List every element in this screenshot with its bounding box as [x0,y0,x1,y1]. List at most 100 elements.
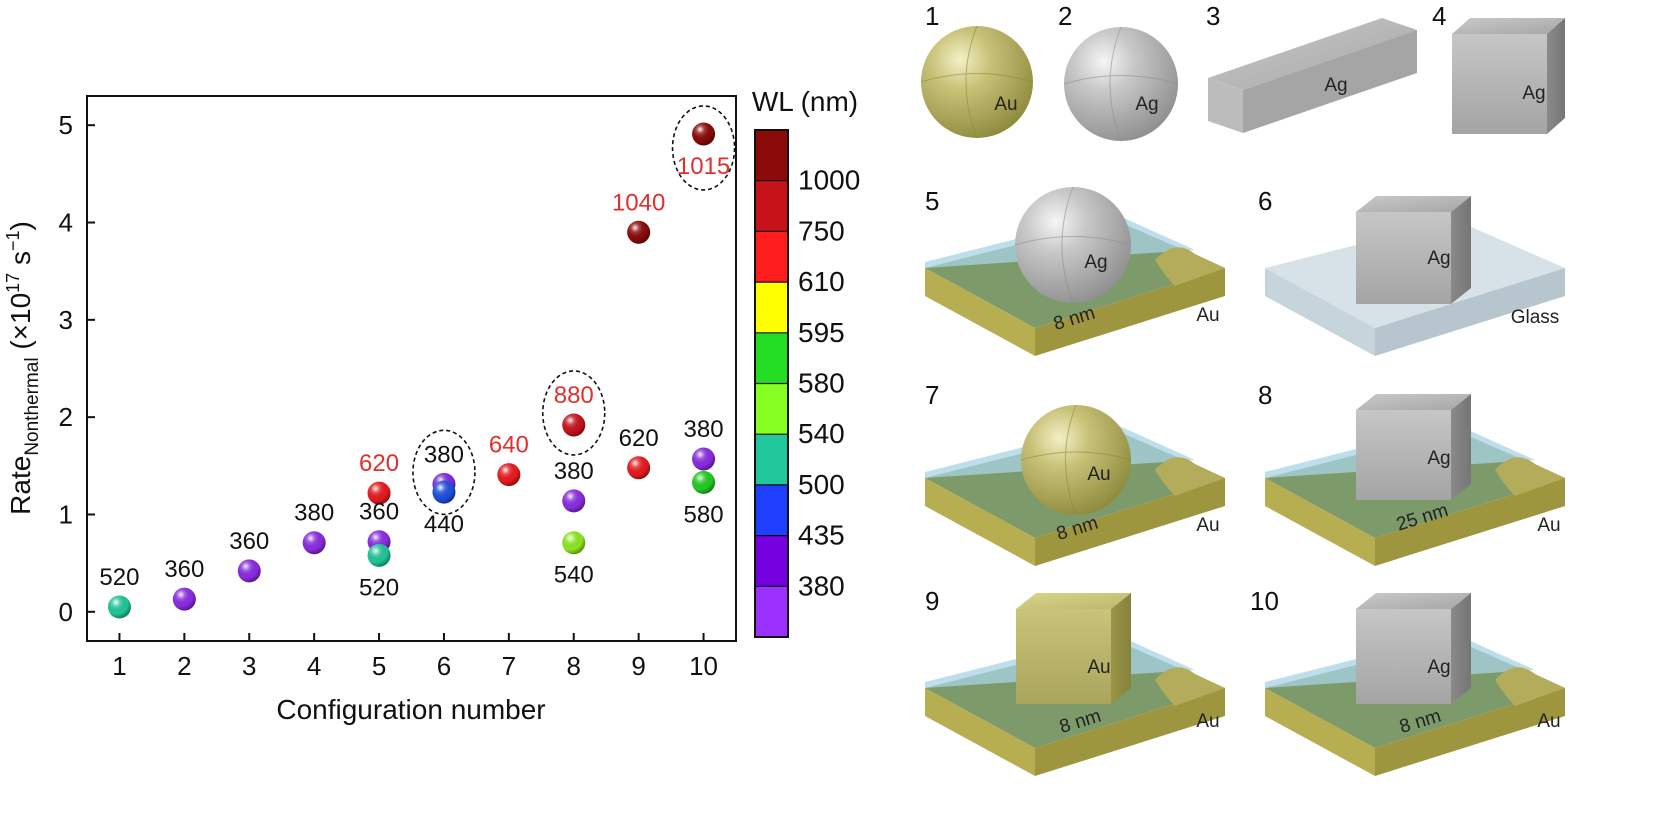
config-9-label-substrate: Au [1196,711,1219,732]
config-9-label-particle: Au [1087,657,1110,678]
data-point-shine-16 [692,447,716,471]
config-8-label-particle: Ag [1427,448,1450,469]
data-point-shine-4 [367,481,391,505]
highlight-circles [412,105,736,516]
data-point-shine-9 [497,463,521,487]
data-point-shine-1 [172,587,196,611]
config-7-label-particle: Au [1087,464,1110,485]
data-label-15: 1015 [677,153,730,180]
configuration-panel: 1 Au 2 Ag 3 Ag 4 Ag 5 [920,1,1565,776]
config-number-6: 6 [1258,186,1272,216]
x-tick-label-8: 8 [567,651,581,681]
data-point-shine-17 [692,470,716,494]
config-number-5: 5 [925,186,939,216]
config-6-ag-cube [1356,196,1471,304]
y-axis-ticks: 0 1 2 3 4 5 [59,110,95,627]
x-tick-label-6: 6 [437,651,451,681]
highlight-circle-7 [412,429,476,516]
data-label-16: 380 [684,416,724,443]
config-number-10: 10 [1250,586,1279,616]
config-8-label-substrate: Au [1537,515,1560,536]
data-label-10: 880 [554,382,594,409]
data-points [107,122,716,619]
config-9-au-cube [1016,593,1131,704]
colorbar-label-3: 595 [798,317,845,348]
y-title-unit-open: (×10 [5,293,36,358]
data-point-shine-8 [432,480,456,504]
x-tick-label-3: 3 [242,651,256,681]
y-title-exp: 17 [3,273,23,293]
data-point-shine-11 [562,489,586,513]
data-label-9: 640 [489,432,529,459]
config-number-7: 7 [925,380,939,410]
y-tick-label-5: 5 [59,110,73,140]
colorbar-swatch-1 [755,180,788,232]
data-label-12: 540 [554,562,594,589]
x-tick-label-9: 9 [631,651,645,681]
config-7-au-sphere [1020,404,1132,516]
plot-frame [86,95,737,642]
colorbar-label-7: 435 [798,520,845,551]
y-title-base: Rate [5,456,36,515]
data-point-shine-2 [237,559,261,583]
data-label-14: 620 [619,425,659,452]
data-point-shine-15 [692,122,716,146]
colorbar-swatch-9 [755,586,788,638]
config-5-ag-sphere [1014,186,1132,304]
colorbar-label-1: 750 [798,215,845,246]
colorbar-labels: 1000 750 610 595 580 540 500 435 380 [755,165,860,601]
y-tick-label-2: 2 [59,402,73,432]
y-title-exp2: −1 [3,231,23,252]
config-3-ag-rod [1208,18,1417,133]
y-title-unit-mid: s [5,251,36,273]
data-label-17: 580 [684,501,724,528]
data-point-shine-0 [107,595,131,619]
config-6-label-particle: Ag [1427,248,1450,269]
colorbar-swatch-2 [755,231,788,283]
colorbar-swatch-7 [755,484,788,537]
data-point-shine-6 [367,543,391,567]
colorbar-label-5: 540 [798,418,845,449]
data-point-shine-13 [627,220,651,244]
colorbar-label-8: 380 [798,570,845,601]
colorbar-swatch-8 [755,535,788,587]
config-5-label-particle: Ag [1084,252,1107,273]
config-2-ag-sphere [1063,26,1179,142]
config-1-label: Au [994,94,1017,115]
data-label-5: 360 [359,499,399,526]
config-7-label-substrate: Au [1196,515,1219,536]
data-label-8: 440 [424,511,464,538]
highlight-circle-10 [541,370,606,456]
colorbar-swatch-5 [755,383,788,435]
x-tick-label-4: 4 [307,651,321,681]
config-number-8: 8 [1258,380,1272,410]
colorbar-swatch-3 [755,282,788,334]
highlight-circle-15 [671,105,736,191]
y-tick-label-1: 1 [59,499,73,529]
y-tick-label-3: 3 [59,305,73,335]
y-title-sub: Nonthermal [22,357,43,455]
data-label-6: 520 [359,574,399,601]
config-5-label-substrate: Au [1196,305,1219,326]
data-label-2: 360 [229,528,269,555]
data-label-3: 380 [294,500,334,527]
config-3-label: Ag [1324,75,1347,96]
config-8-ag-cube [1356,394,1471,500]
data-point-shine-12 [562,531,586,555]
y-tick-label-0: 0 [59,597,73,627]
x-axis-title: Configuration number [276,694,545,725]
x-axis-ticks: 1 2 3 4 5 6 7 8 9 10 [112,633,718,681]
config-4-label: Ag [1522,83,1545,104]
data-point-shine-3 [302,531,326,555]
x-tick-label-10: 10 [689,651,718,681]
x-tick-label-7: 7 [502,651,516,681]
data-label-1: 360 [164,556,204,583]
config-number-2: 2 [1058,1,1072,31]
x-tick-label-1: 1 [112,651,126,681]
colorbar-swatch-0 [755,130,788,182]
config-4-ag-cube [1452,18,1565,134]
data-label-7: 380 [424,441,464,468]
data-labels: 520 360 360 380 620 360 520 380 440 640 880 380 540 1… [99,153,730,601]
colorbar-swatch-4 [755,332,788,384]
y-tick-label-4: 4 [59,208,73,238]
